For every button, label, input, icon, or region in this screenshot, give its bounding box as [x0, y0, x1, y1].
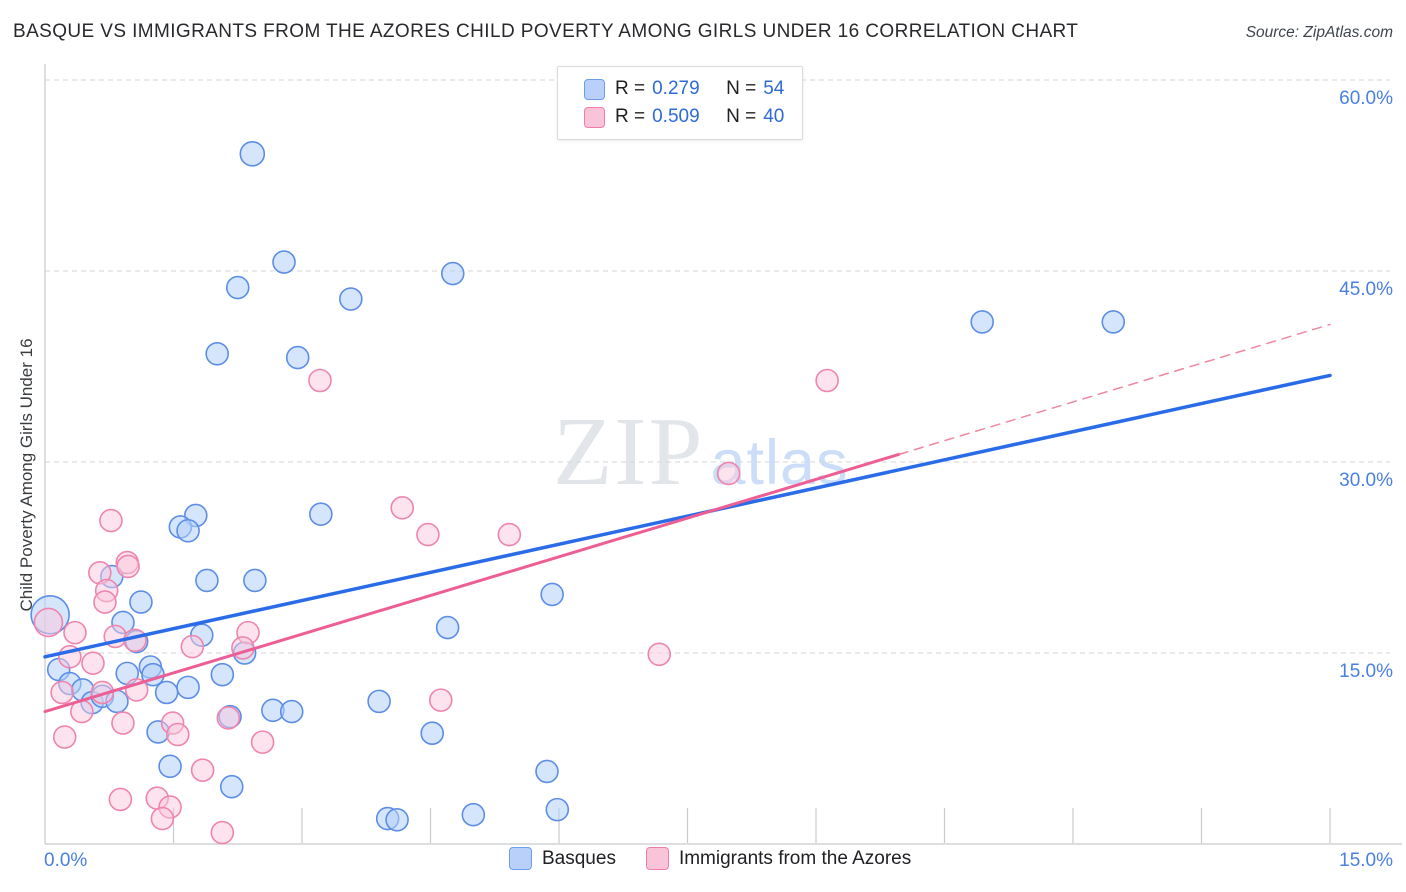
scatter-point-basques: [176, 518, 200, 543]
scatter-point-basques: [535, 759, 559, 784]
scatter-point-azores: [216, 706, 241, 730]
y-tick-label: 60.0%: [1339, 88, 1393, 109]
stats-legend: R = 0.279 N = 54 R = 0.509 N = 40: [557, 66, 804, 140]
n-value: 54: [763, 78, 785, 99]
scatter-point-azores: [81, 651, 105, 675]
scatter-point-azores: [180, 634, 205, 659]
r-label: R =: [615, 106, 646, 127]
n-label: N =: [726, 106, 757, 127]
scatter-point-basques: [367, 689, 391, 714]
legend-item-azores: Immigrants from the Azores: [645, 847, 912, 870]
scatter-point-basques: [420, 721, 445, 746]
azores-trend-line: [43, 452, 901, 714]
scatter-point-azores: [150, 806, 175, 831]
basques-swatch-icon: [509, 847, 532, 870]
scatter-point-azores: [416, 522, 440, 547]
stats-row-basques: R = 0.279 N = 54: [584, 77, 784, 101]
scatter-point-basques: [285, 345, 310, 370]
scatter-point-basques: [309, 502, 333, 527]
x-axis-max-label: 15.0%: [1339, 850, 1393, 871]
scatter-point-azores: [308, 368, 332, 393]
scatter-point-azores: [250, 730, 275, 754]
scatter-point-azores: [815, 368, 839, 393]
source-link[interactable]: Source: ZipAtlas.com: [1245, 24, 1393, 41]
legend-item-basques: Basques: [509, 847, 616, 870]
scatter-point-basques: [440, 261, 465, 286]
r-value: 0.279: [652, 78, 700, 99]
azores-trend-extrapolated-line: [898, 323, 1331, 456]
scatter-point-azores: [111, 711, 135, 735]
scatter-point-basques: [435, 615, 460, 640]
x-axis-min-label: 0.0%: [44, 850, 88, 871]
y-tick-label: 30.0%: [1339, 470, 1393, 491]
scatter-point-basques: [970, 310, 994, 334]
scatter-point-basques: [210, 662, 235, 687]
stats-row-azores: R = 0.509 N = 40: [584, 105, 784, 129]
scatter-point-basques: [195, 568, 219, 593]
scatter-point-azores: [93, 590, 117, 614]
scatter-point-azores: [33, 607, 64, 638]
scatter-point-azores: [165, 722, 190, 747]
scatter-point-azores: [210, 820, 235, 845]
scatter-point-basques: [545, 797, 570, 822]
scatter-point-azores: [497, 522, 522, 547]
scatter-point-azores: [190, 758, 215, 782]
scatter-point-basques: [339, 287, 363, 311]
scatter-point-basques: [272, 250, 296, 274]
scatter-point-basques: [158, 754, 182, 779]
scatter-point-basques: [176, 675, 200, 700]
scatter-point-azores: [116, 554, 140, 579]
scatter-point-basques: [461, 802, 486, 827]
scatter-point-basques: [540, 582, 564, 607]
scatter-point-basques: [1101, 310, 1126, 334]
y-tick-label: 45.0%: [1339, 279, 1393, 300]
scatter-point-basques: [239, 141, 266, 167]
scatter-point-azores: [63, 620, 87, 645]
n-label: N =: [726, 78, 757, 99]
scatter-point-basques: [129, 590, 153, 614]
azores-swatch-icon: [584, 106, 605, 128]
scatter-point-azores: [99, 508, 123, 533]
scatter-point-azores: [428, 688, 453, 712]
scatter-point-basques: [385, 808, 409, 832]
basques-trend-line: [43, 373, 1332, 659]
scatter-point-azores: [50, 680, 74, 705]
scatter-point-basques: [219, 774, 244, 799]
y-axis-label: Child Poverty Among Girls Under 16: [17, 338, 36, 612]
scatter-point-basques: [279, 699, 304, 724]
page-title: BASQUE VS IMMIGRANTS FROM THE AZORES CHI…: [13, 21, 1079, 42]
scatter-point-azores: [52, 725, 77, 749]
legend-label: Immigrants from the Azores: [678, 847, 912, 869]
scatter-point-azores: [390, 496, 415, 520]
series-legend: Basques Immigrants from the Azores: [509, 847, 911, 870]
scatter-point-basques: [225, 275, 250, 300]
r-label: R =: [615, 78, 646, 99]
scatter-point-azores: [647, 642, 672, 667]
r-value: 0.509: [652, 106, 700, 127]
scatter-point-basques: [154, 680, 179, 705]
azores-swatch-icon: [645, 847, 669, 870]
basques-swatch-icon: [584, 78, 605, 100]
scatter-point-basques: [205, 341, 229, 366]
scatter-point-basques: [243, 568, 267, 593]
legend-label: Basques: [542, 847, 616, 869]
scatter-point-azores: [716, 461, 741, 486]
scatter-point-azores: [108, 787, 133, 812]
y-tick-label: 15.0%: [1339, 661, 1393, 682]
n-value: 40: [763, 106, 785, 127]
